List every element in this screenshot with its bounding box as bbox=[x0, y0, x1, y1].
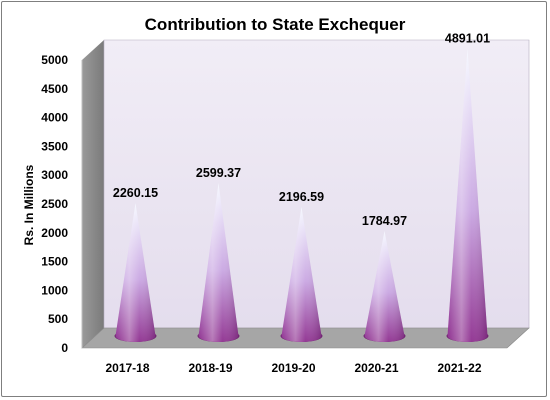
value-labels: 2260.15 2599.37 2196.59 1784.97 4891.01 bbox=[113, 31, 490, 228]
cone-highlight bbox=[198, 183, 239, 342]
y-tick-label: 4500 bbox=[41, 82, 68, 96]
y-tick-label: 2500 bbox=[41, 197, 68, 211]
cone-bar bbox=[197, 183, 240, 342]
category-labels: 2017-18 2018-19 2019-20 2020-21 2021-22 bbox=[105, 361, 481, 375]
value-label: 2599.37 bbox=[196, 166, 241, 180]
cone-highlight bbox=[364, 231, 405, 342]
category-label: 2021-22 bbox=[437, 361, 481, 375]
value-label: 1784.97 bbox=[362, 214, 407, 228]
y-tick-label: 5000 bbox=[41, 53, 68, 67]
y-tick-label: 1000 bbox=[41, 283, 68, 297]
cone-highlight bbox=[281, 206, 322, 342]
y-tick-label: 4000 bbox=[41, 111, 68, 125]
y-tick-label: 1500 bbox=[41, 255, 68, 269]
y-tick-label: 3500 bbox=[41, 139, 68, 153]
value-label: 4891.01 bbox=[445, 31, 490, 45]
y-tick-label: 2000 bbox=[41, 226, 68, 240]
value-label: 2196.59 bbox=[279, 190, 324, 204]
category-label: 2017-18 bbox=[105, 361, 149, 375]
category-label: 2018-19 bbox=[188, 361, 232, 375]
cone-chart: Contribution to State Exchequer Rs. In M… bbox=[22, 15, 530, 375]
cone-bar bbox=[446, 48, 489, 343]
category-label: 2019-20 bbox=[271, 361, 315, 375]
y-tick-label: 3000 bbox=[41, 168, 68, 182]
y-tick-label: 0 bbox=[61, 341, 68, 355]
cone-bar bbox=[114, 203, 157, 342]
y-tick-label: 500 bbox=[48, 312, 68, 326]
side-wall bbox=[82, 40, 104, 348]
cones bbox=[114, 48, 489, 343]
cone-highlight bbox=[447, 48, 488, 343]
y-tick-labels: 0 500 1000 1500 2000 2500 3000 3500 4000 4500 5000 bbox=[41, 53, 68, 355]
category-label: 2020-21 bbox=[354, 361, 398, 375]
cone-bar bbox=[280, 206, 323, 342]
cone-highlight bbox=[115, 203, 156, 342]
value-label: 2260.15 bbox=[113, 186, 158, 200]
y-axis-label: Rs. In Millions bbox=[22, 164, 36, 245]
chart-title: Contribution to State Exchequer bbox=[145, 15, 406, 34]
cone-bar bbox=[363, 231, 406, 342]
